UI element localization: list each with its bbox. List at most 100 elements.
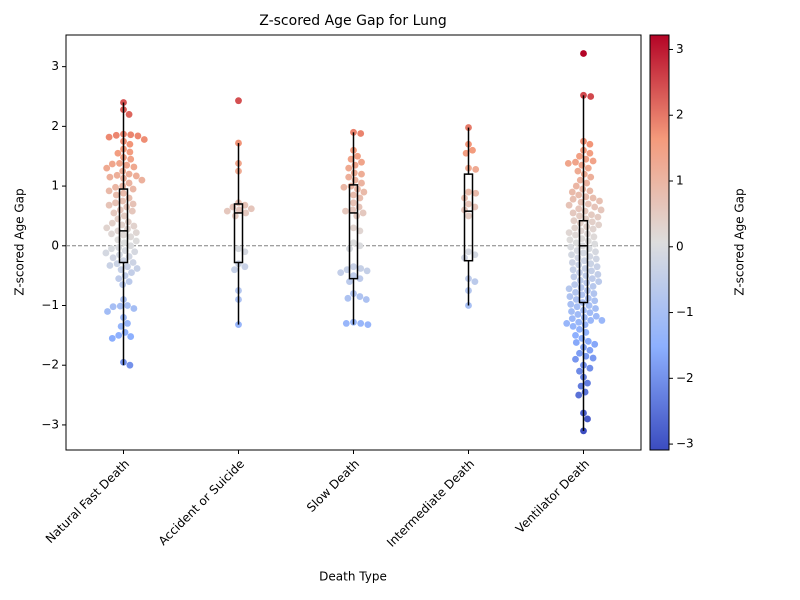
data-point xyxy=(125,179,133,187)
data-point xyxy=(594,213,602,221)
colorbar xyxy=(649,34,670,451)
data-point xyxy=(357,320,365,327)
data-point xyxy=(116,302,124,310)
colorbar-tick-label: 3 xyxy=(676,42,684,56)
data-point xyxy=(593,263,601,271)
y-tick-label: −1 xyxy=(41,298,59,312)
data-point xyxy=(587,93,595,100)
data-point xyxy=(113,171,121,179)
data-point xyxy=(465,212,472,220)
data-point xyxy=(108,245,115,253)
data-point xyxy=(109,303,117,311)
data-point xyxy=(575,191,583,199)
data-point xyxy=(592,312,600,320)
data-point xyxy=(575,205,583,213)
data-point xyxy=(344,294,352,302)
data-point xyxy=(108,230,115,238)
data-point xyxy=(108,219,116,227)
data-point xyxy=(565,285,573,293)
data-point xyxy=(112,199,119,207)
data-point xyxy=(125,111,133,118)
data-point xyxy=(112,191,120,199)
data-point xyxy=(112,183,119,191)
data-point xyxy=(140,136,148,143)
data-point xyxy=(582,272,590,280)
data-point xyxy=(126,140,134,148)
data-point xyxy=(580,170,588,178)
data-point xyxy=(595,221,603,229)
data-point xyxy=(472,165,480,173)
data-point xyxy=(134,132,142,140)
data-point xyxy=(114,236,122,244)
data-point xyxy=(584,415,591,423)
data-point xyxy=(357,130,365,137)
data-point xyxy=(133,265,141,272)
data-point xyxy=(569,195,577,203)
data-point xyxy=(108,160,116,168)
data-point xyxy=(584,379,591,387)
data-point xyxy=(573,303,581,311)
data-point xyxy=(571,281,579,288)
data-point xyxy=(587,317,595,324)
data-point xyxy=(595,278,603,286)
data-point xyxy=(574,254,582,262)
data-point xyxy=(357,265,365,272)
data-point xyxy=(590,290,598,297)
data-point xyxy=(586,187,594,195)
data-point xyxy=(351,161,359,169)
data-point xyxy=(121,328,129,336)
data-point xyxy=(587,260,595,268)
data-point xyxy=(124,302,131,309)
data-point xyxy=(351,176,359,184)
colorbar-tick-label: 0 xyxy=(676,239,684,253)
data-point xyxy=(353,212,361,220)
data-point xyxy=(350,199,357,207)
data-point xyxy=(356,293,364,300)
data-point xyxy=(241,263,249,271)
data-point xyxy=(108,334,116,342)
data-point xyxy=(591,240,599,248)
colorbar-label: Z-scored Age Gap xyxy=(733,188,747,295)
data-point xyxy=(340,183,348,191)
data-point xyxy=(588,267,595,275)
data-point xyxy=(358,179,365,187)
data-point xyxy=(350,263,357,271)
data-point xyxy=(571,224,579,232)
data-point xyxy=(592,305,599,312)
data-point xyxy=(116,206,124,214)
data-point xyxy=(119,167,127,175)
data-point xyxy=(342,320,350,327)
data-point xyxy=(572,331,579,339)
data-point xyxy=(242,209,250,217)
colorbar-tick-label: 1 xyxy=(676,174,684,188)
data-point xyxy=(581,321,589,329)
box xyxy=(463,173,474,262)
data-point xyxy=(564,159,572,167)
data-point xyxy=(349,206,357,214)
data-point xyxy=(576,367,583,375)
data-point xyxy=(580,249,587,257)
data-point xyxy=(567,300,575,308)
data-point xyxy=(129,259,137,266)
y-tick-label: 0 xyxy=(51,238,59,252)
data-point xyxy=(568,188,576,196)
data-point xyxy=(103,164,111,172)
data-point xyxy=(125,194,133,202)
data-point xyxy=(105,133,113,141)
data-point xyxy=(119,197,127,205)
data-point xyxy=(121,272,129,280)
data-point xyxy=(128,269,135,277)
data-point xyxy=(568,259,576,266)
colorbar-tick-label: −2 xyxy=(676,371,694,385)
data-point xyxy=(465,248,472,256)
data-point xyxy=(588,275,596,283)
data-point xyxy=(572,339,580,346)
data-point xyxy=(109,254,117,262)
data-point xyxy=(471,278,479,286)
data-point xyxy=(342,207,349,215)
data-point xyxy=(569,209,577,217)
data-point xyxy=(591,297,599,305)
data-point xyxy=(131,248,139,256)
data-point xyxy=(124,320,131,327)
